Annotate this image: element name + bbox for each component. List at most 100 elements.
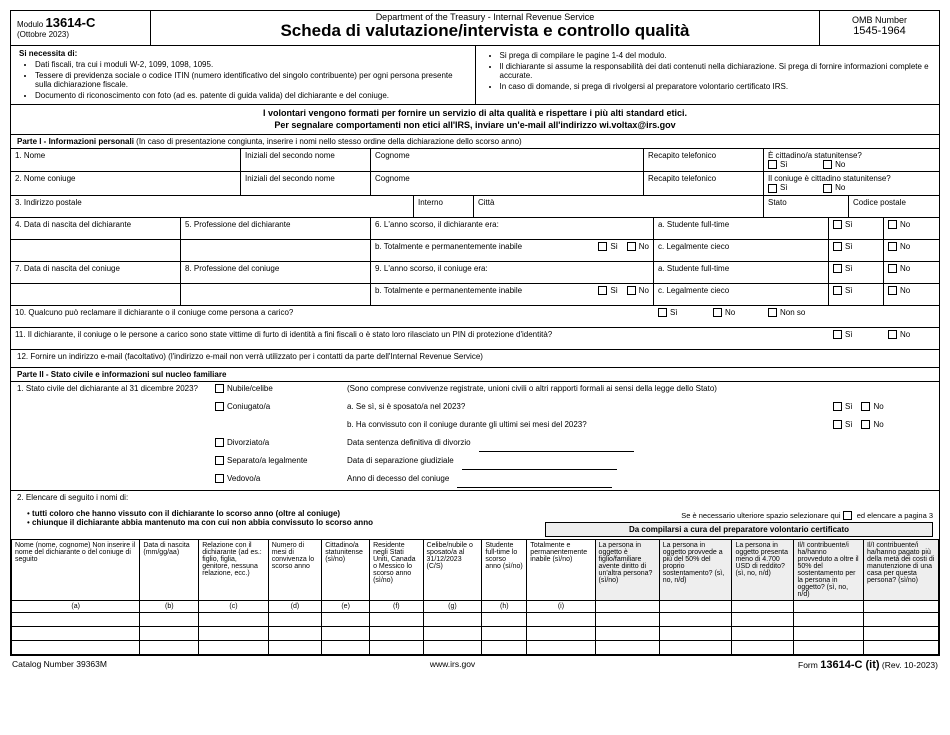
field-spouse-name[interactable]: 2. Nome coniuge [11,172,241,194]
catalog-number: Catalog Number 39363M [12,659,107,671]
checkbox-no[interactable] [888,242,897,251]
field-phone[interactable]: Recapito telefonico [644,149,764,171]
instructions-right: Si prega di compilare le pagine 1-4 del … [475,46,940,104]
field-spouse-lastname[interactable]: Cognome [371,172,644,194]
q6b-label: b. Totalmente e permanentemente inabile [375,242,522,251]
dep-col-h: Studente full-time lo scorso anno (sì/no… [482,540,527,601]
checkbox-no[interactable] [888,220,897,229]
field-city[interactable]: Città [474,196,764,217]
row-6b: b. Totalmente e permanentemente inabile … [11,240,939,262]
field-job[interactable]: 5. Professione del dichiarante [181,218,371,240]
checkbox-si[interactable] [598,242,607,251]
q11: 11. Il dichiarante, il coniuge o le pers… [11,328,829,349]
checkbox-no[interactable] [713,308,722,317]
checkbox-no[interactable] [627,286,636,295]
sep-date-line[interactable] [462,456,617,470]
checkbox-si[interactable] [833,220,842,229]
field-zip[interactable]: Codice postale [849,196,939,217]
q6-label: 6. L'anno scorso, il dichiarante era: [375,220,499,229]
checkbox-nonso[interactable] [768,308,777,317]
checkbox-si[interactable] [833,402,842,411]
prep-header: Da compilarsi a cura del preparatore vol… [545,522,933,537]
form-container: Modulo 13614-C (Ottobre 2023) Department… [10,10,940,656]
header-center: Department of the Treasury - Internal Re… [151,11,819,45]
marital-row2b: b. Ha convissuto con il coniuge durante … [11,418,939,436]
field-spouse-dob[interactable]: 7. Data di nascita del coniuge [11,262,181,284]
q1-marital: 1. Stato civile del dichiarante al 31 di… [11,382,211,400]
form-number: 13614-C (it) [820,659,879,671]
form-title: Scheda di valutazione/intervista e contr… [155,21,815,41]
checkbox-no[interactable] [888,330,897,339]
part1-title: Parte I - Informazioni personali [17,137,134,146]
module-label: Modulo [17,20,43,29]
instr-left-item: Dati fiscali, tra cui i moduli W-2, 1099… [35,60,467,70]
part1-subtitle: (In caso di presentazione congiunta, ins… [136,137,522,146]
div-date-line[interactable] [479,438,634,452]
dep-col-k: La persona in oggetto provvede a più del… [659,540,732,601]
checkbox-no[interactable] [861,420,870,429]
field-spouse-job[interactable]: 8. Professione del coniuge [181,262,371,284]
checkbox-si[interactable] [768,184,777,193]
row-dob-job: 4. Data di nascita del dichiarante 5. Pr… [11,218,939,240]
q6: 6. L'anno scorso, il dichiarante era: [371,218,654,240]
dep-col-j: La persona in oggetto è figlio/familiare… [595,540,659,601]
checkbox-si[interactable] [833,286,842,295]
checkbox-extra[interactable] [843,511,852,520]
instr-right-item: Il dichiarante si assume la responsabili… [500,62,932,81]
q9b: b. Totalmente e permanentemente inabile … [371,284,654,305]
checkbox-widowed[interactable] [215,474,224,483]
field-name[interactable]: 1. Nome [11,149,241,171]
marital-row5: Vedovo/a Anno di decesso del coniuge [11,472,939,491]
part1-header: Parte I - Informazioni personali (In cas… [11,135,939,149]
module-number: 13614-C [45,15,95,30]
q6a-label: a. Studente full-time [658,220,729,229]
field-state[interactable]: Stato [764,196,849,217]
field-apt[interactable]: Interno [414,196,474,217]
header-left: Modulo 13614-C (Ottobre 2023) [11,11,151,45]
checkbox-separated[interactable] [215,456,224,465]
part2-header: Parte II - Stato civile e informazioni s… [11,368,939,382]
wid-year-label: Anno di decesso del coniuge [347,474,449,488]
marital-row4: Separato/a legalmente Data di separazion… [11,454,939,472]
checkbox-si[interactable] [768,160,777,169]
extra-space: Se è necessario ulteriore spazio selezio… [539,509,939,540]
wid-year-line[interactable] [457,474,612,488]
row-12[interactable]: 12. Fornire un indirizzo e-mail (facolta… [11,350,939,368]
checkbox-si[interactable] [598,286,607,295]
checkbox-si[interactable] [833,330,842,339]
dep-col-g: Celibe/nubile o sposato/a al 31/12/2023 … [423,540,482,601]
checkbox-no[interactable] [888,286,897,295]
q9a: a. Studente full-time [654,262,829,284]
checkbox-no[interactable] [823,160,832,169]
checkbox-no[interactable] [888,264,897,273]
checkbox-si[interactable] [658,308,667,317]
checkbox-no[interactable] [861,402,870,411]
field-lastname[interactable]: Cognome [371,149,644,171]
dep-col-a: Nome (nome, cognome) Non inserire il nom… [12,540,140,601]
checkbox-married[interactable] [215,402,224,411]
checkbox-no[interactable] [823,184,832,193]
q10: 10. Qualcuno può reclamare il dichiarant… [11,306,654,327]
checkbox-si[interactable] [833,264,842,273]
field-address[interactable]: 3. Indirizzo postale [11,196,414,217]
marital-row2: Coniugato/a a. Se sì, si è sposato/a nel… [11,400,939,418]
checkbox-si[interactable] [833,242,842,251]
field-mi[interactable]: Iniziali del secondo nome [241,149,371,171]
instr-left-item: Documento di riconoscimento con foto (ad… [35,91,467,101]
checkbox-si[interactable] [833,420,842,429]
instr-right-item: Si prega di compilare le pagine 1-4 del … [500,51,932,61]
marital-row3: Divorziato/a Data sentenza definitiva di… [11,436,939,454]
instr-left-head: Si necessita di: [19,49,77,58]
form-header: Modulo 13614-C (Ottobre 2023) Department… [11,11,939,46]
marital-note: (Sono comprese convivenze registrate, un… [341,382,829,400]
field-spouse-phone[interactable]: Recapito telefonico [644,172,764,194]
dep-col-n: Il/I contribuente/i ha/hanno pagato più … [864,540,939,601]
checkbox-no[interactable] [627,242,636,251]
footer-url: www.irs.gov [430,659,475,671]
field-dob[interactable]: 4. Data di nascita del dichiarante [11,218,181,240]
instructions-row: Si necessita di: Dati fiscali, tra cui i… [11,46,939,105]
checkbox-single[interactable] [215,384,224,393]
q9: 9. L'anno scorso, il coniuge era: [371,262,654,284]
field-spouse-mi[interactable]: Iniziali del secondo nome [241,172,371,194]
checkbox-divorced[interactable] [215,438,224,447]
